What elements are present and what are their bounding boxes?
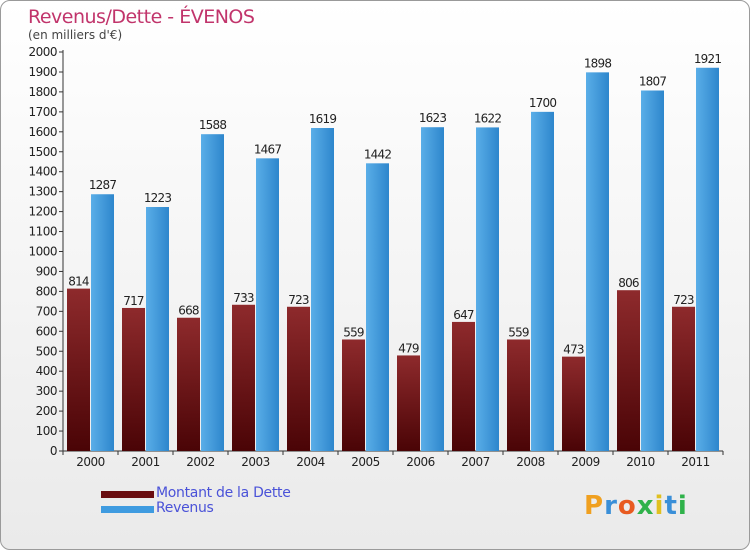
value-label-revenus: 1287 bbox=[89, 178, 117, 192]
value-label-dette: 559 bbox=[508, 325, 529, 339]
proxiti-logo: Proxiti bbox=[584, 491, 688, 521]
bar-dette bbox=[672, 306, 695, 451]
bar-revenus bbox=[696, 67, 719, 451]
bar-dette bbox=[232, 304, 255, 451]
bar-revenus bbox=[146, 207, 169, 451]
y-tick-label: 800 bbox=[36, 284, 57, 298]
bar-dette bbox=[397, 355, 420, 451]
value-label-dette: 806 bbox=[618, 276, 639, 290]
bar-dette bbox=[177, 317, 200, 451]
bar-revenus bbox=[641, 90, 664, 451]
value-label-dette: 479 bbox=[398, 341, 419, 355]
legend-label-revenus: Revenus bbox=[156, 500, 214, 516]
bar-dette bbox=[342, 339, 365, 451]
bar-revenus bbox=[421, 127, 444, 452]
bar-revenus bbox=[201, 134, 224, 451]
x-tick-label: 2002 bbox=[186, 455, 215, 469]
value-label-dette: 668 bbox=[178, 304, 199, 318]
bar-revenus bbox=[531, 111, 554, 451]
bar-revenus bbox=[366, 163, 389, 452]
bar-dette bbox=[287, 306, 310, 451]
x-tick-label: 2009 bbox=[571, 455, 600, 469]
bar-dette bbox=[562, 356, 585, 451]
y-tick-label: 1500 bbox=[28, 145, 57, 159]
y-tick-label: 600 bbox=[36, 324, 57, 338]
logo-letter: i bbox=[677, 491, 688, 521]
x-tick-label: 2010 bbox=[626, 455, 655, 469]
value-label-revenus: 1807 bbox=[639, 75, 667, 89]
x-tick-label: 2011 bbox=[681, 455, 710, 469]
logo-letter: i bbox=[654, 491, 665, 521]
x-tick-label: 2005 bbox=[351, 455, 380, 469]
y-tick-label: 1700 bbox=[28, 105, 57, 119]
logo-letter: P bbox=[584, 491, 605, 521]
bar-dette bbox=[452, 321, 475, 451]
value-label-revenus: 1622 bbox=[474, 111, 502, 125]
value-label-revenus: 1588 bbox=[199, 118, 227, 132]
logo-letter: t bbox=[664, 491, 678, 521]
bar-dette bbox=[67, 288, 90, 451]
x-tick-label: 2001 bbox=[131, 455, 160, 469]
bar-revenus bbox=[311, 128, 334, 451]
value-label-dette: 647 bbox=[453, 308, 474, 322]
x-tick-label: 2004 bbox=[296, 455, 325, 469]
y-tick-label: 1800 bbox=[28, 85, 57, 99]
value-label-dette: 717 bbox=[123, 294, 144, 308]
value-label-dette: 723 bbox=[288, 293, 309, 307]
value-label-revenus: 1921 bbox=[694, 52, 722, 66]
y-tick-label: 1200 bbox=[28, 205, 57, 219]
value-label-revenus: 1442 bbox=[364, 147, 392, 161]
y-tick-label: 700 bbox=[36, 304, 57, 318]
bar-dette bbox=[122, 307, 145, 451]
x-tick-label: 2000 bbox=[76, 455, 105, 469]
value-label-dette: 733 bbox=[233, 291, 254, 305]
x-tick-label: 2008 bbox=[516, 455, 545, 469]
x-tick-label: 2003 bbox=[241, 455, 270, 469]
y-tick-label: 1000 bbox=[28, 245, 57, 259]
y-tick-label: 0 bbox=[50, 444, 57, 458]
value-label-revenus: 1700 bbox=[529, 96, 557, 110]
value-label-dette: 723 bbox=[673, 293, 694, 307]
y-tick-label: 1100 bbox=[28, 225, 57, 239]
bar-revenus bbox=[586, 72, 609, 451]
legend-swatch-revenus bbox=[101, 506, 154, 513]
logo-letter: x bbox=[636, 491, 655, 521]
y-tick-label: 1900 bbox=[28, 65, 57, 79]
logo-letter: r bbox=[604, 491, 618, 521]
y-tick-label: 900 bbox=[36, 264, 57, 278]
value-label-revenus: 1467 bbox=[254, 142, 282, 156]
y-tick-label: 1400 bbox=[28, 165, 57, 179]
y-tick-label: 1300 bbox=[28, 185, 57, 199]
y-tick-label: 2000 bbox=[28, 45, 57, 59]
value-label-dette: 473 bbox=[563, 343, 584, 357]
bar-revenus bbox=[256, 158, 279, 451]
bar-dette bbox=[617, 290, 640, 451]
value-label-revenus: 1223 bbox=[144, 191, 172, 205]
bar-revenus bbox=[476, 127, 499, 451]
value-label-dette: 559 bbox=[343, 325, 364, 339]
bar-revenus bbox=[91, 194, 114, 451]
legend-label-dette: Montant de la Dette bbox=[156, 485, 291, 501]
logo-letter: o bbox=[617, 491, 637, 521]
bar-dette bbox=[507, 339, 530, 451]
y-tick-label: 200 bbox=[36, 404, 57, 418]
y-tick-label: 400 bbox=[36, 364, 57, 378]
x-tick-label: 2006 bbox=[406, 455, 435, 469]
legend-swatch-dette bbox=[101, 491, 154, 498]
y-tick-label: 300 bbox=[36, 384, 57, 398]
value-label-dette: 814 bbox=[68, 275, 89, 289]
y-tick-label: 1600 bbox=[28, 125, 57, 139]
value-label-revenus: 1619 bbox=[309, 112, 337, 126]
value-label-revenus: 1898 bbox=[584, 56, 612, 70]
y-tick-label: 500 bbox=[36, 344, 57, 358]
chart-subtitle: (en milliers d'€) bbox=[28, 28, 123, 42]
y-tick-label: 100 bbox=[36, 424, 57, 438]
value-label-revenus: 1623 bbox=[419, 111, 447, 125]
chart-title: Revenus/Dette - ÉVENOS bbox=[28, 6, 255, 28]
x-tick-label: 2007 bbox=[461, 455, 490, 469]
